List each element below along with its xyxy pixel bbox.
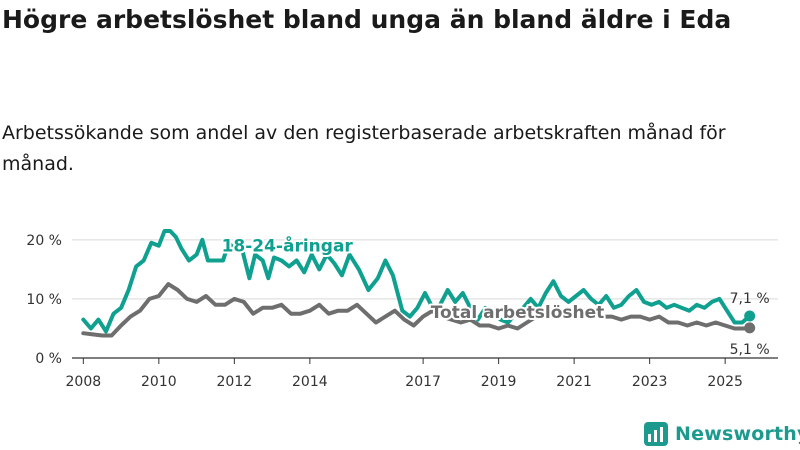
y-tick-label: 0 % (35, 351, 62, 367)
y-tick-label: 10 % (26, 292, 62, 308)
line-chart: 0 % 10 % 20 % 2008 2010 2012 2014 2017 2019 2021 2… (26, 229, 778, 390)
x-tick-label: 2012 (217, 374, 253, 390)
newsworthy-logo-icon (644, 422, 668, 446)
x-tick-label: 2019 (481, 374, 517, 390)
chart-subtitle: Arbetssökande som andel av den registerb… (2, 122, 726, 175)
x-tick-label: 2010 (141, 374, 177, 390)
x-tick-label: 2017 (405, 374, 441, 390)
y-tick-label: 20 % (26, 233, 62, 249)
series-end-point-0 (744, 310, 756, 322)
newsworthy-logo-text: Newsworthy (675, 423, 800, 445)
end-value-label: 7,1 % (730, 291, 770, 307)
chart-title: Högre arbetslöshet bland unga än bland ä… (2, 5, 732, 34)
x-tick-label: 2025 (707, 374, 743, 390)
series-line-0 (81, 229, 752, 334)
newsworthy-logo: Newsworthy (644, 420, 800, 448)
end-value-label: 5,1 % (730, 342, 770, 358)
x-tick-label: 2008 (66, 374, 102, 390)
series-annotation-label: Total arbetslöshet (431, 303, 605, 323)
series-annotation-label: 18-24-åringar (222, 235, 354, 257)
x-tick-label: 2021 (556, 374, 592, 390)
x-tick-label: 2014 (292, 374, 328, 390)
series-line-1 (81, 282, 752, 338)
x-tick-label: 2023 (632, 374, 668, 390)
series-end-point-1 (744, 322, 756, 334)
